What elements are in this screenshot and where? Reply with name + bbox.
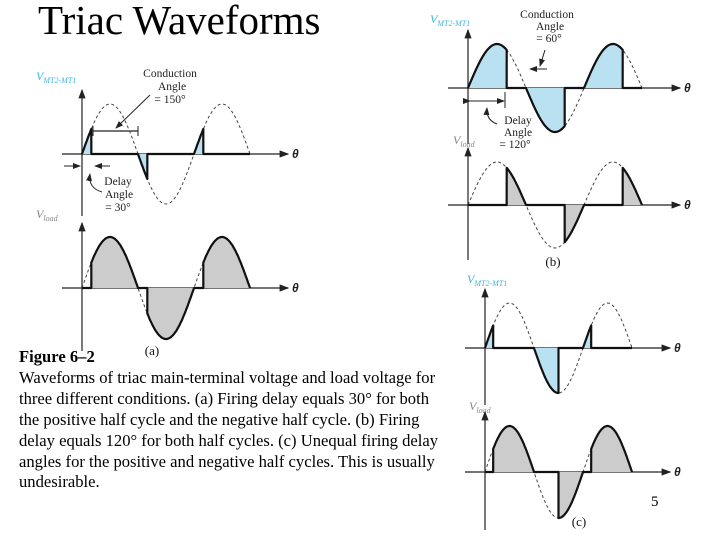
load-voltage-waveform [485,424,634,520]
panel-c-label: (c) [572,514,586,529]
conduction-label: Conduction [143,68,197,80]
load-voltage-waveform [82,235,252,341]
conduction-label: Angle [536,21,564,33]
triac-conduction-region [534,348,559,393]
load-voltage-waveform [468,166,644,244]
page-number: 5 [651,494,659,510]
delay-label: = 30° [105,202,131,214]
load-conduction-region [591,426,632,472]
load-conduction-region [558,472,583,518]
theta-label: θ [292,147,299,161]
conduction-label: Conduction [520,9,574,21]
panel-a-vmt-label: VMT2-MT1 [36,69,76,85]
conduction-pointer-arrow [539,49,546,67]
triac-voltage-waveform [466,42,642,134]
delay-label: Delay [504,115,532,127]
delay-label: Angle [105,189,133,201]
theta-label: θ [684,198,691,212]
source-sine-dashed [81,103,251,205]
delay-label: Angle [504,127,532,139]
caption-body: Waveforms of triac main-terminal voltage… [19,367,439,492]
triac-conduction-region [584,44,623,88]
delay-pointer-arrow [86,173,103,193]
conduction-label: = 60° [536,33,562,45]
panel-a-label: (a) [145,343,159,358]
triac-conduction-region [468,44,507,88]
panel-c-vmt-label: VMT2-MT1 [467,272,507,288]
conduction-label: Angle [158,81,186,93]
panel-b-annotations: VMT2-MT1 Vload Conduction Angle = 60° De… [430,9,574,151]
panel-b-label: (b) [545,254,560,269]
panel-a-vload-label: Vload [36,207,59,223]
theta-label: θ [674,465,681,479]
load-conduction-region [493,426,534,472]
delay-label: Delay [104,176,132,188]
load-conduction-region [203,237,250,288]
delay-label: = 120° [499,139,531,151]
conduction-pointer-arrow [115,94,151,129]
source-sine-dashed [484,302,633,394]
panel-c-vload-label: Vload [469,399,492,415]
triac-conduction-region [526,88,565,132]
theta-label: θ [684,81,691,95]
load-conduction-region [147,288,194,339]
caption-heading: Figure 6–2 [19,347,95,366]
triac-voltage-waveform [80,127,250,181]
theta-label: θ [674,341,681,355]
slide-title: Triac Waveforms [38,0,321,43]
conduction-label: = 150° [154,94,186,106]
panel-b-vmt-label: VMT2-MT1 [430,12,470,28]
triac-voltage-waveform [483,324,632,395]
source-sine-dashed [467,161,643,249]
delay-pointer-arrow [483,107,498,125]
load-conduction-region [91,237,138,288]
figure-caption: Figure 6–2 Waveforms of triac main-termi… [19,347,439,493]
theta-label: θ [292,281,299,295]
panel-a-annotations: VMT2-MT1 Vload Conduction Angle = 150° D… [36,68,197,223]
panel-b-vload-label: Vload [453,133,476,149]
panel-c-annotations: VMT2-MT1 Vload [467,272,507,415]
